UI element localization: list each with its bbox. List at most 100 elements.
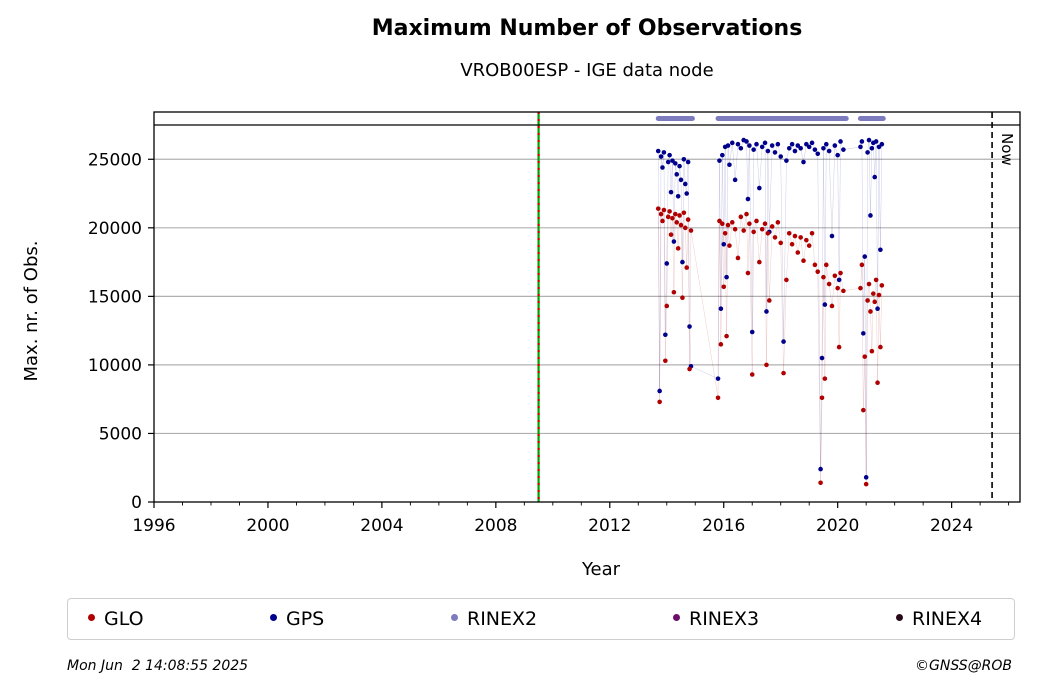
point-gps-25 <box>717 158 722 163</box>
point-glo-10 <box>670 215 675 221</box>
point-gps-39 <box>745 196 751 202</box>
point-glo-18 <box>681 210 687 216</box>
point-glo-23 <box>688 228 694 233</box>
legend-item-rinex4: RINEX4 <box>896 599 982 639</box>
x-tick-label-2000: 2000 <box>246 516 289 536</box>
point-gps-32 <box>727 162 732 168</box>
point-glo-49 <box>767 298 772 303</box>
point-glo-58 <box>792 233 798 239</box>
legend-item-rinex2: RINEX2 <box>451 599 537 639</box>
point-glo-1 <box>657 399 662 405</box>
chart-legend: GLO GPS RINEX2 RINEX3 RINEX4 <box>67 598 1015 640</box>
y-tick-label-10000: 10000 <box>88 356 142 376</box>
point-gps-12 <box>673 161 678 166</box>
point-glo-87 <box>869 348 875 354</box>
legend-label-rinex2: RINEX2 <box>467 608 538 630</box>
point-glo-61 <box>801 258 806 264</box>
legend-item-glo: GLO <box>88 599 144 639</box>
point-glo-12 <box>673 211 678 217</box>
point-glo-92 <box>876 292 882 298</box>
point-gps-56 <box>786 146 792 151</box>
point-gps-1 <box>657 388 662 394</box>
legend-label-glo: GLO <box>104 608 144 630</box>
point-glo-17 <box>680 295 685 301</box>
y-tick-label-25000: 25000 <box>88 150 142 170</box>
point-glo-76 <box>836 344 842 350</box>
point-gps-26 <box>718 306 724 312</box>
y-tick-label-20000: 20000 <box>88 219 142 239</box>
point-glo-66 <box>815 269 821 274</box>
series-line-gps <box>658 139 883 478</box>
point-gps-16 <box>678 177 684 183</box>
x-tick-label-2004: 2004 <box>360 516 403 536</box>
point-glo-88 <box>870 291 876 296</box>
point-glo-65 <box>812 262 818 268</box>
point-gps-13 <box>674 172 680 177</box>
point-glo-26 <box>718 342 724 347</box>
x-tick-label-2020: 2020 <box>816 516 859 536</box>
point-gps-64 <box>809 140 815 146</box>
series-line-glo <box>658 208 883 485</box>
y-tick-label-0: 0 <box>131 493 142 513</box>
legend-marker-rinex3 <box>673 614 680 621</box>
x-tick-label-2008: 2008 <box>474 516 517 536</box>
point-gps-50 <box>769 143 775 148</box>
point-glo-4 <box>661 207 667 213</box>
point-gps-92 <box>876 144 882 150</box>
plot-frame <box>153 111 1021 503</box>
point-glo-44 <box>757 259 762 265</box>
point-glo-84 <box>865 298 870 303</box>
point-gps-41 <box>749 329 755 335</box>
point-glo-74 <box>832 273 838 279</box>
point-glo-48 <box>765 231 771 236</box>
footer-credit: ©GNSS@ROB <box>915 658 1012 674</box>
point-gps-81 <box>861 331 866 336</box>
point-gps-71 <box>823 141 829 147</box>
y-axis-label: Max. nr. of Obs. <box>21 240 42 381</box>
point-gps-67 <box>818 466 823 472</box>
point-glo-6 <box>664 303 670 309</box>
point-glo-73 <box>829 303 835 309</box>
point-gps-30 <box>724 274 729 280</box>
y-tick-label-5000: 5000 <box>99 424 142 444</box>
point-glo-47 <box>764 362 769 368</box>
point-gps-6 <box>664 261 670 266</box>
point-gps-43 <box>754 141 759 147</box>
point-gps-11 <box>671 239 677 244</box>
point-gps-40 <box>747 143 752 148</box>
point-glo-75 <box>835 285 840 291</box>
point-glo-52 <box>775 220 781 225</box>
point-glo-56 <box>786 231 792 236</box>
point-gps-24 <box>715 376 721 381</box>
point-glo-5 <box>663 358 668 364</box>
point-glo-14 <box>675 246 681 251</box>
point-gps-72 <box>826 148 832 154</box>
legend-marker-glo <box>88 614 95 621</box>
point-gps-79 <box>858 144 863 150</box>
point-glo-91 <box>875 380 880 386</box>
point-glo-21 <box>685 217 691 222</box>
point-gps-52 <box>775 141 781 147</box>
point-glo-55 <box>784 277 789 283</box>
point-glo-2 <box>658 211 664 217</box>
legend-label-rinex4: RINEX4 <box>912 608 983 630</box>
legend-marker-rinex4 <box>896 614 903 621</box>
point-gps-74 <box>832 143 838 148</box>
point-gps-73 <box>829 233 835 239</box>
point-gps-61 <box>801 159 806 165</box>
x-tick-label-2016: 2016 <box>702 516 745 536</box>
point-glo-27 <box>720 221 725 227</box>
point-gps-84 <box>865 150 870 155</box>
point-glo-67 <box>818 480 823 486</box>
point-glo-89 <box>872 299 878 305</box>
point-gps-42 <box>751 147 756 152</box>
point-gps-58 <box>792 148 798 154</box>
point-glo-86 <box>868 309 873 314</box>
point-glo-43 <box>754 218 759 224</box>
point-glo-45 <box>759 226 765 232</box>
point-gps-62 <box>804 141 809 147</box>
point-gps-63 <box>806 144 812 150</box>
point-glo-36 <box>738 214 744 220</box>
point-gps-17 <box>680 259 685 265</box>
